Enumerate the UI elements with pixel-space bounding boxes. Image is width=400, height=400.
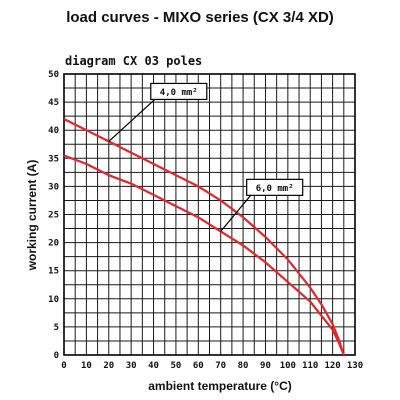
chart-subtitle: diagram CX 03 poles	[65, 54, 202, 68]
grid	[63, 73, 356, 356]
x-tick-label: 60	[193, 361, 204, 371]
annotation-box	[246, 178, 304, 196]
x-tick-label: 30	[126, 361, 137, 371]
series-line-2	[63, 154, 345, 356]
chart-title: load curves - MIXO series (CX 3/4 XD)	[66, 9, 334, 26]
plot-frame	[63, 73, 356, 356]
x-tick-label: 90	[260, 361, 271, 371]
x-tick-label: 100	[280, 361, 296, 371]
x-tick-label: 20	[103, 361, 114, 371]
y-tick-label: 40	[48, 126, 59, 136]
y-tick-label: 50	[48, 70, 59, 80]
annotation-leader	[220, 194, 252, 232]
y-tick-label: 10	[48, 295, 59, 305]
x-tick-label: 40	[148, 361, 159, 371]
annotation-leader	[108, 98, 156, 142]
x-tick-label: 110	[302, 361, 318, 371]
annotation-label: 4,0 mm²	[160, 88, 198, 98]
series	[63, 118, 345, 356]
x-tick-label: 130	[347, 361, 363, 371]
annotation-box	[150, 82, 208, 101]
x-tick-label: 50	[171, 361, 182, 371]
y-tick-label: 5	[54, 323, 59, 333]
annotation-label: 6,0 mm²	[256, 184, 294, 194]
y-tick-label: 0	[54, 351, 59, 361]
x-tick-label: 0	[61, 361, 66, 371]
y-axis-label: working current (A)	[25, 160, 39, 272]
x-tick-label: 120	[324, 361, 340, 371]
y-tick-label: 30	[48, 182, 59, 192]
tick-labels: 0 10 20 30 40 50 60 70 80 90 100 110 120 130 0 5 10 15 20 2…	[48, 70, 363, 371]
y-tick-label: 20	[48, 239, 59, 249]
series-line-1	[63, 118, 345, 356]
y-tick-label: 35	[48, 154, 59, 164]
annotations: 4,0 mm² 6,0 mm²	[108, 82, 304, 232]
x-tick-label: 10	[81, 361, 92, 371]
y-tick-label: 45	[48, 98, 59, 108]
y-tick-label: 15	[48, 267, 59, 277]
x-tick-label: 70	[215, 361, 226, 371]
x-axis-label: ambient temperature (°C)	[148, 379, 292, 393]
x-tick-label: 80	[238, 361, 249, 371]
y-tick-label: 25	[48, 211, 59, 221]
